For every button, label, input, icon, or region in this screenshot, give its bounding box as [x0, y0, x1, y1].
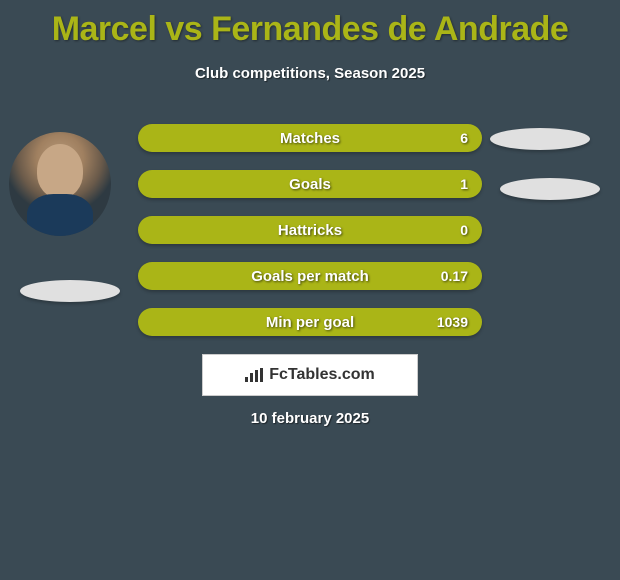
- date-label: 10 february 2025: [0, 410, 620, 427]
- stat-label: Goals: [289, 176, 331, 193]
- player-avatar-left: [9, 132, 111, 236]
- stat-label: Goals per match: [251, 268, 369, 285]
- stat-value: 6: [460, 130, 468, 146]
- source-logo: FcTables.com: [202, 354, 418, 396]
- stat-label: Min per goal: [266, 314, 354, 331]
- placeholder-oval-right-1: [490, 128, 590, 150]
- placeholder-oval-left: [20, 280, 120, 302]
- subtitle: Club competitions, Season 2025: [0, 65, 620, 82]
- stat-bar-min-per-goal: Min per goal 1039: [138, 308, 482, 336]
- placeholder-oval-right-2: [500, 178, 600, 200]
- page-title: Marcel vs Fernandes de Andrade: [0, 0, 620, 49]
- stat-value: 1039: [437, 314, 468, 330]
- stats-bars: Matches 6 Goals 1 Hattricks 0 Goals per …: [138, 124, 482, 354]
- stat-label: Matches: [280, 130, 340, 147]
- stat-bar-goals-per-match: Goals per match 0.17: [138, 262, 482, 290]
- logo-text: FcTables.com: [269, 366, 375, 384]
- stat-bar-hattricks: Hattricks 0: [138, 216, 482, 244]
- bar-chart-icon: [245, 368, 263, 382]
- stat-value: 0: [460, 222, 468, 238]
- stat-bar-matches: Matches 6: [138, 124, 482, 152]
- stat-bar-goals: Goals 1: [138, 170, 482, 198]
- stat-label: Hattricks: [278, 222, 342, 239]
- stat-value: 1: [460, 176, 468, 192]
- stat-value: 0.17: [441, 268, 468, 284]
